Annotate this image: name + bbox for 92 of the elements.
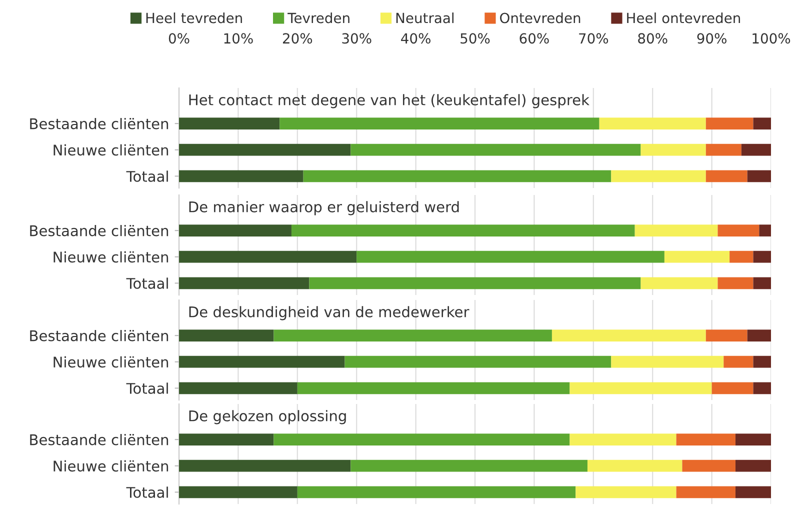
legend-label: Heel ontevreden [627, 12, 740, 24]
x-tick-label: 50% [460, 33, 490, 44]
x-tick-label: 30% [342, 33, 372, 44]
bar [570, 434, 676, 446]
x-tick-label: 80% [638, 33, 668, 44]
bar [350, 144, 641, 156]
bar [291, 224, 635, 236]
bar [706, 144, 742, 156]
y-tick-label: Bestaande cliënten [30, 434, 168, 446]
bar [753, 356, 771, 368]
x-tick-label: 100% [752, 33, 790, 44]
y-tick-label: Totaal [126, 170, 168, 182]
chart-title: De manier waarop er geluisterd werd [189, 201, 459, 216]
bar [759, 224, 771, 236]
bar [747, 330, 771, 342]
bar [179, 277, 310, 290]
y-tick-label: Bestaande cliënten [30, 224, 168, 236]
bar [706, 330, 748, 342]
bar [274, 434, 570, 446]
bar [356, 250, 664, 263]
bar [297, 382, 570, 394]
bar [576, 486, 676, 498]
bar [712, 382, 754, 394]
bar [706, 170, 748, 182]
y-tick-label: Totaal [126, 278, 168, 289]
bar [179, 434, 274, 446]
bar [179, 330, 274, 342]
x-tick-label: 10% [224, 33, 253, 44]
legend-label: Heel tevreden [146, 12, 242, 24]
legend-label: Neutraal [396, 12, 454, 24]
bar [735, 434, 771, 446]
bar [552, 330, 706, 342]
bar [747, 170, 771, 182]
y-tick-label: Totaal [126, 486, 168, 498]
bar [179, 144, 351, 156]
bar [179, 486, 298, 498]
bar [570, 382, 712, 394]
bar [179, 460, 351, 472]
legend-label: Tevreden [288, 12, 350, 24]
x-tick-label: 70% [579, 33, 608, 44]
bar [297, 486, 576, 498]
bar [179, 118, 280, 130]
y-tick-label: Bestaande cliënten [30, 118, 168, 130]
x-tick-label: 0% [168, 33, 190, 44]
bar [753, 277, 771, 290]
bar [718, 224, 760, 236]
y-tick-label: Nieuwe cliënten [54, 251, 168, 263]
bar [664, 250, 730, 263]
bar [611, 170, 706, 182]
bar [735, 486, 771, 498]
y-tick-label: Nieuwe cliënten [54, 460, 168, 472]
bar [179, 170, 304, 182]
bar [611, 356, 724, 368]
legend-label: Ontevreden [500, 12, 580, 24]
bar [753, 118, 771, 130]
bar [753, 382, 771, 394]
bar [303, 170, 612, 182]
bar [274, 330, 552, 342]
bar [179, 356, 345, 368]
y-tick-label: Nieuwe cliënten [54, 144, 168, 156]
bar [179, 382, 298, 394]
y-tick-label: Bestaande cliënten [30, 330, 168, 342]
chart-title: De gekozen oplossing [189, 410, 346, 424]
bar [344, 356, 612, 368]
y-tick-label: Nieuwe cliënten [54, 356, 168, 368]
x-tick-label: 20% [282, 33, 312, 44]
bar [735, 460, 771, 472]
bar [599, 118, 706, 130]
bar [640, 144, 706, 156]
bar [682, 460, 736, 472]
bar [309, 277, 641, 290]
x-tick-label: 40% [401, 33, 430, 44]
bar [350, 460, 588, 472]
chart-title: De deskundigheid van de medewerker [189, 306, 470, 320]
bar [706, 118, 754, 130]
bar [179, 250, 357, 263]
bar [741, 144, 771, 156]
x-tick-label: 60% [520, 33, 549, 44]
bar [718, 277, 754, 290]
x-tick-label: 90% [697, 33, 726, 44]
bar [676, 434, 736, 446]
y-tick-label: Totaal [126, 382, 168, 394]
bar [280, 118, 600, 130]
bar [724, 356, 754, 368]
bar [730, 250, 754, 263]
bar [634, 224, 718, 236]
chart-title: Het contact met degene van het (keukentafel) gesprek [189, 94, 590, 108]
bar [640, 277, 718, 290]
bar [179, 224, 292, 236]
bar [676, 486, 736, 498]
bar [587, 460, 682, 472]
bar [753, 250, 771, 263]
